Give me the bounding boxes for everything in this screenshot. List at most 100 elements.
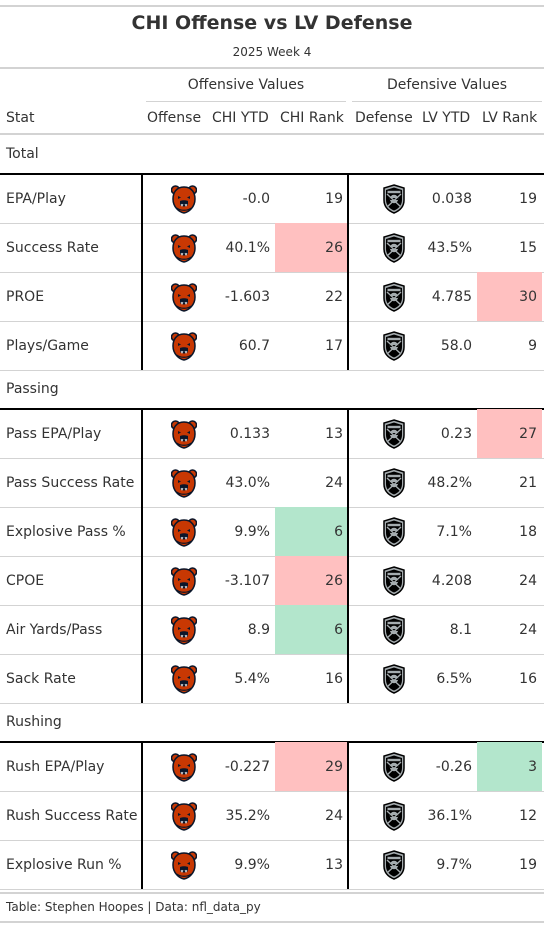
- bears-logo-icon: [152, 556, 216, 605]
- raiders-logo-icon: [362, 605, 426, 654]
- lv-rank-value: 21: [519, 474, 537, 491]
- lv-ytd-value: 4.208: [431, 572, 472, 589]
- footer-border: [0, 921, 544, 923]
- stat-name: EPA/Play: [6, 190, 66, 207]
- column-group-divider: [141, 408, 143, 703]
- col-header-stat: Stat: [6, 110, 35, 126]
- lv-rank-value: 24: [519, 621, 537, 638]
- bears-logo-icon: [152, 458, 216, 507]
- chi-rank-value: 24: [325, 474, 343, 491]
- stat-name: CPOE: [6, 572, 45, 589]
- raiders-logo-icon: [362, 409, 426, 458]
- chi-ytd-value: 0.133: [229, 425, 270, 442]
- col-header-offense: Offense: [147, 110, 202, 126]
- chi-rank-value: 26: [275, 223, 348, 272]
- table-row: Pass Success Rate 43.0% 24 48.2% 21: [0, 458, 544, 508]
- lv-rank-value: 24: [519, 572, 537, 589]
- lv-ytd-value: 7.1%: [436, 523, 472, 540]
- bears-logo-icon: [152, 605, 216, 654]
- raiders-logo-icon: [362, 321, 426, 370]
- chi-ytd-value: 60.7: [238, 337, 270, 354]
- column-group-divider: [141, 741, 143, 889]
- defensive-values-header: Defensive Values: [386, 77, 508, 93]
- chi-ytd-value: -0.0: [242, 190, 270, 207]
- lv-ytd-value: 6.5%: [436, 670, 472, 687]
- col-header-defense: Defense: [355, 110, 413, 126]
- chi-ytd-value: 40.1%: [225, 239, 270, 256]
- stat-name: PROE: [6, 288, 45, 305]
- table-row: Rush Success Rate 35.2% 24 36.1% 12: [0, 791, 544, 841]
- stat-name: Rush EPA/Play: [6, 758, 105, 775]
- chi-rank-value: 16: [325, 670, 343, 687]
- defensive-values-underline: [352, 101, 542, 102]
- lv-ytd-value: 4.785: [431, 288, 472, 305]
- table-row: CPOE -3.107 26 4.208 24: [0, 556, 544, 606]
- raiders-logo-icon: [362, 174, 426, 223]
- stat-name: Explosive Pass %: [6, 523, 126, 540]
- raiders-logo-icon: [362, 654, 426, 703]
- lv-rank-value: 30: [477, 272, 542, 321]
- chi-ytd-value: 35.2%: [225, 807, 270, 824]
- raiders-logo-icon: [362, 223, 426, 272]
- chi-rank-value: 19: [325, 190, 343, 207]
- chi-ytd-value: 43.0%: [225, 474, 270, 491]
- lv-ytd-value: 43.5%: [427, 239, 472, 256]
- lv-rank-value: 15: [519, 239, 537, 256]
- bears-logo-icon: [152, 840, 216, 889]
- lv-ytd-value: 8.1: [449, 621, 472, 638]
- lv-rank-value: 16: [519, 670, 537, 687]
- offensive-values-underline: [146, 101, 346, 102]
- lv-ytd-value: 0.23: [440, 425, 472, 442]
- raiders-logo-icon: [362, 840, 426, 889]
- table-title: CHI Offense vs LV Defense: [131, 12, 413, 34]
- table-row: Success Rate 40.1% 26 43.5% 15: [0, 223, 544, 273]
- stat-name: Pass EPA/Play: [6, 425, 102, 442]
- chi-rank-value: 24: [325, 807, 343, 824]
- chi-ytd-value: 9.9%: [234, 523, 270, 540]
- chi-ytd-value: 5.4%: [234, 670, 270, 687]
- column-group-divider: [347, 408, 349, 703]
- top-border: [0, 5, 544, 7]
- chi-rank-value: 6: [275, 507, 348, 556]
- table-row: Plays/Game 60.7 17 58.0 9: [0, 321, 544, 371]
- bears-logo-icon: [152, 409, 216, 458]
- column-group-divider: [141, 173, 143, 370]
- raiders-logo-icon: [362, 272, 426, 321]
- chi-rank-value: 26: [275, 556, 348, 605]
- raiders-logo-icon: [362, 791, 426, 840]
- chi-ytd-value: -3.107: [224, 572, 270, 589]
- column-header-divider: [0, 133, 544, 135]
- lv-rank-value: 18: [519, 523, 537, 540]
- chi-ytd-value: 9.9%: [234, 856, 270, 873]
- lv-rank-value: 27: [477, 409, 542, 458]
- table-row: Rush EPA/Play -0.227 29 -0.26 3: [0, 742, 544, 792]
- section-top-border: [0, 408, 544, 410]
- chi-rank-value: 13: [325, 425, 343, 442]
- lv-ytd-value: 0.038: [431, 190, 472, 207]
- chi-ytd-value: 8.9: [247, 621, 270, 638]
- section-header-total: Total: [6, 146, 39, 162]
- column-group-divider: [347, 173, 349, 370]
- raiders-logo-icon: [362, 507, 426, 556]
- chi-rank-value: 17: [325, 337, 343, 354]
- bears-logo-icon: [152, 223, 216, 272]
- lv-ytd-value: 48.2%: [427, 474, 472, 491]
- lv-ytd-value: 36.1%: [427, 807, 472, 824]
- bears-logo-icon: [152, 321, 216, 370]
- stat-name: Air Yards/Pass: [6, 621, 103, 638]
- table-row: PROE -1.603 22 4.785 30: [0, 272, 544, 322]
- raiders-logo-icon: [362, 556, 426, 605]
- chi-rank-value: 22: [325, 288, 343, 305]
- stat-name: Pass Success Rate: [6, 474, 135, 491]
- lv-rank-value: 19: [519, 190, 537, 207]
- col-header-lv-ytd: LV YTD: [422, 110, 471, 126]
- chi-rank-value: 6: [275, 605, 348, 654]
- chi-ytd-value: -0.227: [224, 758, 270, 775]
- col-header-chi-rank: CHI Rank: [280, 110, 344, 126]
- table-row: Sack Rate 5.4% 16 6.5% 16: [0, 654, 544, 704]
- table-row: Explosive Run % 9.9% 13 9.7% 19: [0, 840, 544, 890]
- table-source-note: Table: Stephen Hoopes | Data: nfl_data_p…: [6, 900, 261, 914]
- lv-ytd-value: -0.26: [435, 758, 472, 775]
- raiders-logo-icon: [362, 458, 426, 507]
- stat-name: Success Rate: [6, 239, 99, 256]
